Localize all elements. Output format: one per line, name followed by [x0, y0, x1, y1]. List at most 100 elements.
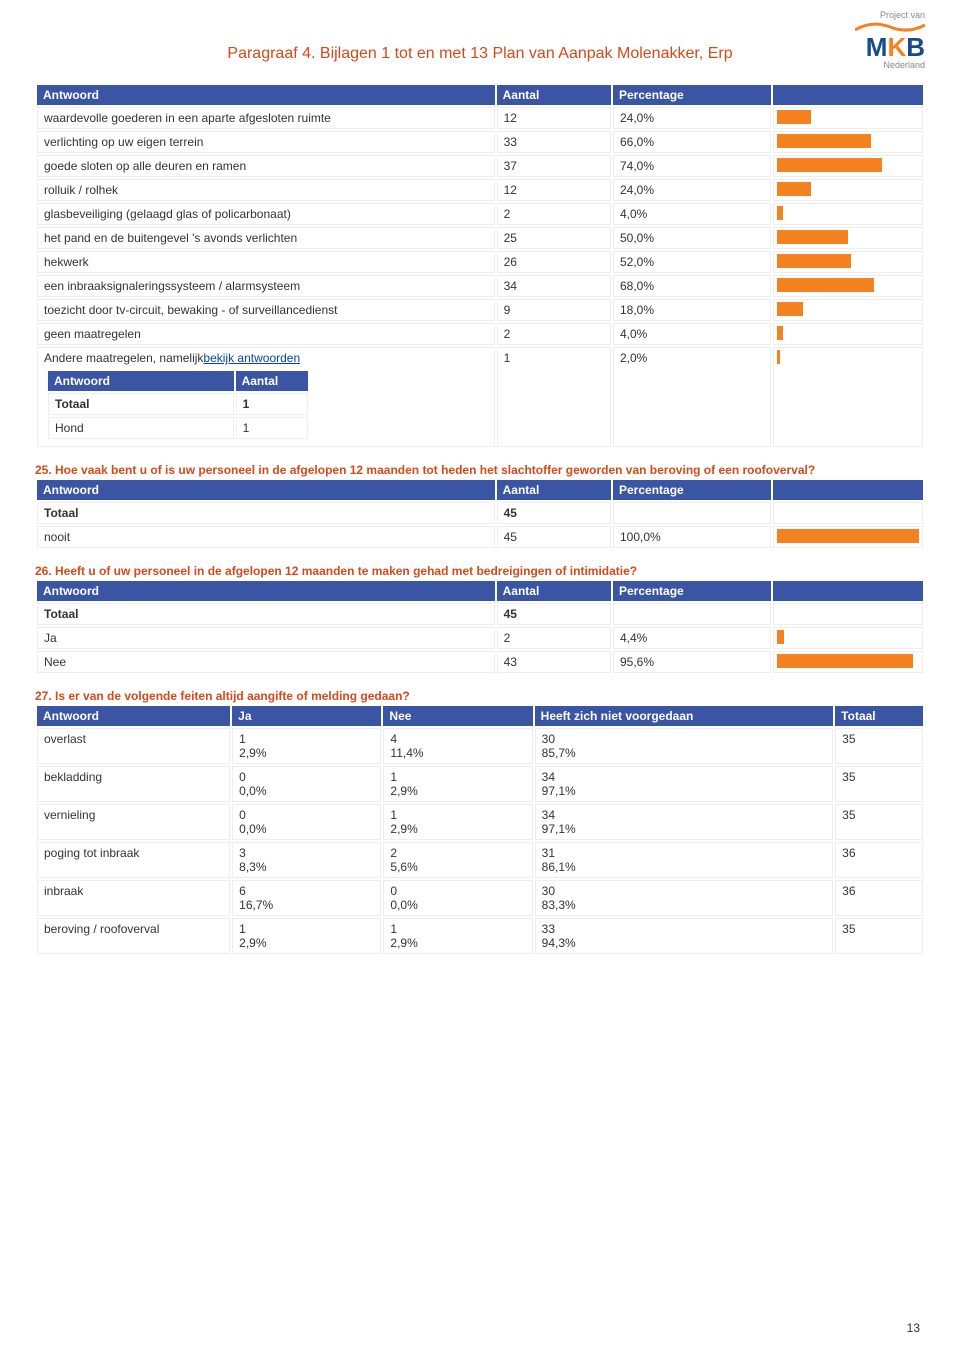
row-aantal: 34 [497, 275, 611, 297]
row-bar-cell [773, 275, 923, 297]
row-aantal: 9 [497, 299, 611, 321]
row-label: rolluik / rolhek [37, 179, 495, 201]
th-nee: Nee [383, 706, 532, 726]
row-niet: 3497,1% [535, 766, 834, 802]
andere-row: Andere maatregelen, namelijkbekijk antwo… [37, 347, 495, 447]
bekijk-antwoorden-link[interactable]: bekijk antwoorden [203, 351, 300, 365]
row-nee: 25,6% [383, 842, 532, 878]
nested-totaal-label: Totaal [48, 393, 234, 415]
th-bar [773, 581, 923, 601]
row-ja: 00,0% [232, 804, 381, 840]
row-bar-cell [773, 251, 923, 273]
row-aantal: 45 [497, 526, 611, 548]
row-bar-cell [773, 179, 923, 201]
row-label: waardevolle goederen in een aparte afges… [37, 107, 495, 129]
bar-icon [777, 654, 912, 668]
row-aantal: 2 [497, 323, 611, 345]
row-bar-cell [773, 651, 923, 673]
table-24: Antwoord Aantal Percentage waardevolle g… [35, 83, 925, 449]
row-bar-cell [773, 299, 923, 321]
row-pct: 4,0% [613, 323, 771, 345]
th-bar [773, 85, 923, 105]
row-bar-cell [773, 627, 923, 649]
row-pct: 52,0% [613, 251, 771, 273]
page-title: Paragraaf 4. Bijlagen 1 tot en met 13 Pl… [35, 45, 925, 63]
row-aantal: 12 [497, 107, 611, 129]
question-26: 26. Heeft u of uw personeel in de afgelo… [35, 564, 925, 578]
nested-totaal-n: 1 [236, 393, 308, 415]
row-bar-cell [773, 107, 923, 129]
th-percentage: Percentage [613, 85, 771, 105]
row-niet: 3083,3% [535, 880, 834, 916]
nested-table: Antwoord Aantal Totaal 1 Hond 1 [46, 369, 310, 441]
row-nee: 12,9% [383, 918, 532, 954]
table-27: Antwoord Ja Nee Heeft zich niet voorgeda… [35, 704, 925, 956]
row-pct: 24,0% [613, 107, 771, 129]
row-pct: 95,6% [613, 651, 771, 673]
bar-icon [777, 630, 783, 644]
nested-th-aantal: Aantal [236, 371, 308, 391]
row-label: bekladding [37, 766, 230, 802]
row-label: het pand en de buitengevel 's avonds ver… [37, 227, 495, 249]
th-percentage: Percentage [613, 480, 771, 500]
row-bar-cell [773, 131, 923, 153]
th-antwoord: Antwoord [37, 706, 230, 726]
row-bar-cell [773, 227, 923, 249]
bar-icon [777, 206, 783, 220]
row-nee: 12,9% [383, 804, 532, 840]
page-number: 13 [907, 1321, 920, 1335]
row-pct: 24,0% [613, 179, 771, 201]
nested-th-antwoord: Antwoord [48, 371, 234, 391]
bar-icon [777, 529, 919, 543]
row-bar-cell [773, 323, 923, 345]
bar-icon [777, 230, 848, 244]
row-bar-cell [773, 203, 923, 225]
row-aantal: 2 [497, 627, 611, 649]
row-pct: 18,0% [613, 299, 771, 321]
row-label: poging tot inbraak [37, 842, 230, 878]
row-bar-cell [773, 526, 923, 548]
andere-pct: 2,0% [613, 347, 771, 447]
question-27: 27. Is er van de volgende feiten altijd … [35, 689, 925, 703]
row-pct: 68,0% [613, 275, 771, 297]
bar-icon [777, 350, 780, 364]
nested-hond-label: Hond [48, 417, 234, 439]
row-label: vernieling [37, 804, 230, 840]
bar-icon [777, 182, 811, 196]
row-ja: 00,0% [232, 766, 381, 802]
row-label: een inbraaksignaleringssysteem / alarmsy… [37, 275, 495, 297]
row-aantal: 43 [497, 651, 611, 673]
row-nee: 12,9% [383, 766, 532, 802]
logo-mkb: MKB [855, 34, 925, 60]
bar-icon [777, 326, 783, 340]
row-bar-cell [773, 155, 923, 177]
row-ja: 12,9% [232, 918, 381, 954]
row-label: beroving / roofoverval [37, 918, 230, 954]
row-label: Nee [37, 651, 495, 673]
row-label: nooit [37, 526, 495, 548]
andere-n: 1 [497, 347, 611, 447]
row-niet: 3497,1% [535, 804, 834, 840]
row-pct: 4,4% [613, 627, 771, 649]
bar-icon [777, 254, 851, 268]
row-aantal: 25 [497, 227, 611, 249]
totaal-label: Totaal [37, 603, 495, 625]
row-totaal: 35 [835, 766, 923, 802]
th-percentage: Percentage [613, 581, 771, 601]
th-aantal: Aantal [497, 480, 611, 500]
totaal-n: 45 [497, 603, 611, 625]
row-niet: 3085,7% [535, 728, 834, 764]
table-25: Antwoord Aantal Percentage Totaal 45 noo… [35, 478, 925, 550]
th-ja: Ja [232, 706, 381, 726]
row-label: glasbeveiliging (gelaagd glas of policar… [37, 203, 495, 225]
row-label: Ja [37, 627, 495, 649]
table-26: Antwoord Aantal Percentage Totaal 45 Ja2… [35, 579, 925, 675]
th-antwoord: Antwoord [37, 581, 495, 601]
row-label: verlichting op uw eigen terrein [37, 131, 495, 153]
page: Project van MKB Nederland Paragraaf 4. B… [0, 0, 960, 1350]
row-aantal: 37 [497, 155, 611, 177]
row-label: geen maatregelen [37, 323, 495, 345]
row-ja: 12,9% [232, 728, 381, 764]
project-van-label: Project van [855, 10, 925, 20]
bar-icon [777, 110, 811, 124]
